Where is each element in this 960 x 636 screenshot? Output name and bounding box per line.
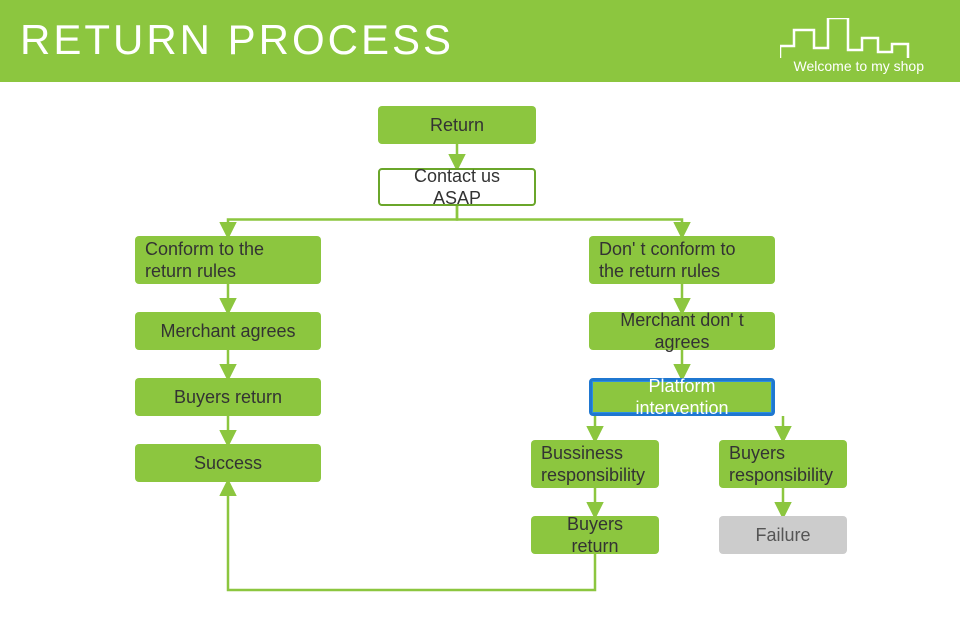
node-label: Success: [145, 452, 311, 475]
node-label: Conform to the return rules: [145, 238, 311, 283]
node-label: Bussiness responsibility: [541, 442, 649, 487]
node-label: Platform intervention: [602, 375, 762, 420]
node-label: Failure: [729, 524, 837, 547]
node-label: Buyers responsibility: [729, 442, 837, 487]
node-buyers_resp: Buyers responsibility: [719, 440, 847, 488]
connector: [228, 206, 457, 236]
flowchart-canvas: Return Contact us ASAP Conform to the retu…: [0, 82, 960, 636]
skyline-icon: [780, 18, 940, 58]
node-label: Merchant don' t agrees: [599, 309, 765, 354]
node-label: Don' t conform to the return rules: [599, 238, 765, 283]
node-platform: Platform intervention: [589, 378, 775, 416]
node-conform: Conform to the return rules: [135, 236, 321, 284]
node-business_resp: Bussiness responsibility: [531, 440, 659, 488]
welcome-text: Welcome to my shop: [794, 58, 924, 74]
node-dont_conform: Don' t conform to the return rules: [589, 236, 775, 284]
node-label: Contact us ASAP: [390, 165, 524, 210]
page-title: RETURN PROCESS: [20, 16, 454, 64]
node-buyers_return_l: Buyers return: [135, 378, 321, 416]
node-label: Merchant agrees: [145, 320, 311, 343]
node-merchant_agrees: Merchant agrees: [135, 312, 321, 350]
node-label: Return: [388, 114, 526, 137]
header: RETURN PROCESS Welcome to my shop: [0, 0, 960, 82]
node-label: Buyers return: [145, 386, 311, 409]
node-success: Success: [135, 444, 321, 482]
node-failure: Failure: [719, 516, 847, 554]
node-contact: Contact us ASAP: [378, 168, 536, 206]
node-return: Return: [378, 106, 536, 144]
node-buyers_return_r: Buyers return: [531, 516, 659, 554]
node-label: Buyers return: [541, 513, 649, 558]
node-merchant_dont: Merchant don' t agrees: [589, 312, 775, 350]
connector: [457, 206, 682, 236]
